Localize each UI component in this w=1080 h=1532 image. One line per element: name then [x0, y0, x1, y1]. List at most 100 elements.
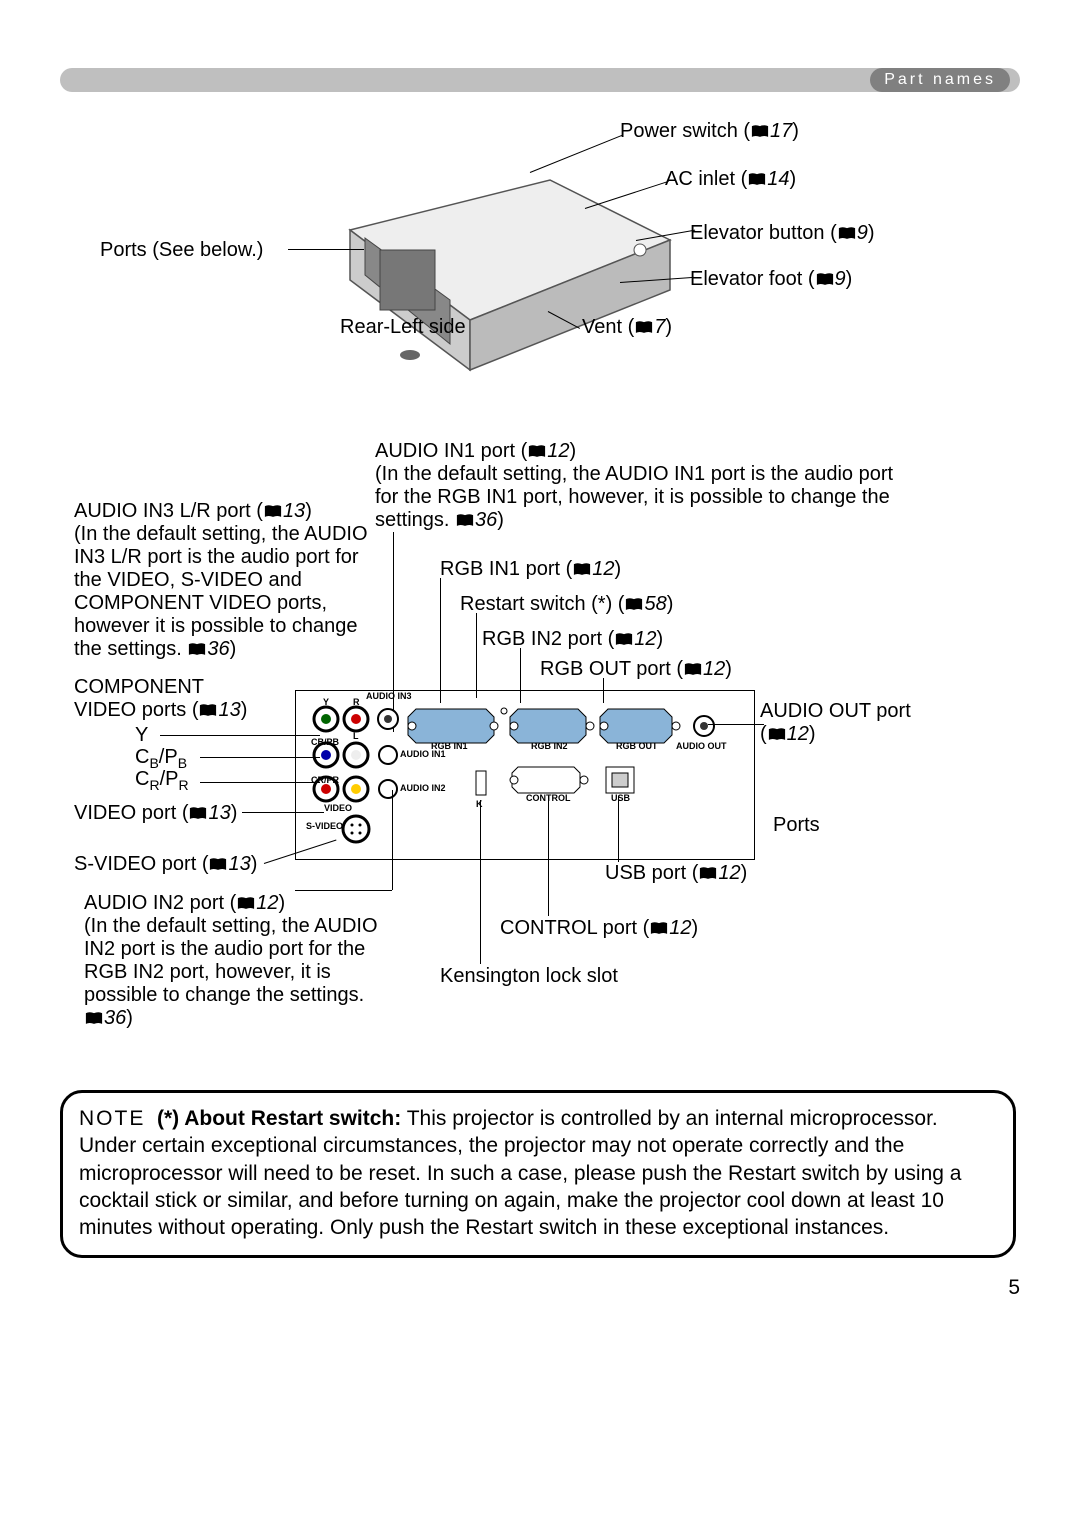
callout-kensington: Kensington lock slot	[440, 965, 618, 988]
book-icon	[456, 511, 474, 526]
callout-label: S-VIDEO port	[74, 853, 196, 875]
callout-label: VIDEO port	[74, 802, 176, 824]
book-icon	[751, 122, 769, 137]
book-icon	[699, 864, 717, 879]
page-number: 5	[1008, 1276, 1020, 1300]
panel-label-usb: USB	[611, 793, 630, 803]
callout-component-crpr: CR/PR	[135, 768, 189, 793]
callout-control-port: CONTROL port (12)	[500, 917, 698, 940]
callout-label: Vent	[582, 316, 622, 338]
callout-label: USB port	[605, 862, 686, 884]
callout-extra: (In the default setting, the AUDIO IN2 p…	[84, 915, 378, 1006]
callout-label: RGB IN2 port	[482, 628, 602, 650]
book-icon	[528, 442, 546, 457]
panel-label-audio-in1: AUDIO IN1	[400, 749, 446, 759]
callout-label: RGB OUT port	[540, 658, 671, 680]
page-ref: 13	[208, 802, 230, 824]
desc-audio-in1: AUDIO IN1 port (12) (In the default sett…	[375, 440, 915, 532]
callout-label: AUDIO IN3 L/R port	[74, 500, 251, 522]
caption-rear-left: Rear-Left side	[340, 316, 466, 339]
panel-label-cbpb: CB/PB	[311, 737, 339, 747]
page-ref: 12	[703, 658, 725, 680]
ports-panel: AUDIO IN3 Y R L CB/PB CR/PR RGB IN1 RGB …	[295, 690, 755, 860]
callout-label: Elevator foot	[690, 268, 802, 290]
callout-label: AC inlet	[665, 168, 735, 190]
close-paren: )	[230, 638, 237, 660]
callout-rgb-in2: RGB IN2 port (12)	[482, 628, 663, 651]
book-icon	[615, 630, 633, 645]
callout-ac-inlet: AC inlet (14)	[665, 168, 796, 191]
callout-ports-caption: Ports	[773, 814, 820, 837]
projector-illustration	[340, 150, 680, 380]
callout-component-y: Y	[135, 724, 148, 747]
callout-elevator-foot: Elevator foot (9)	[690, 268, 852, 291]
callout-elevator-button: Elevator button (9)	[690, 222, 875, 245]
callout-label: Power switch	[620, 120, 738, 142]
panel-label-rgb-out: RGB OUT	[616, 741, 658, 751]
book-icon	[237, 894, 255, 909]
panel-label-audio-in3: AUDIO IN3	[366, 691, 412, 701]
desc-audio-in2: AUDIO IN2 port (12) (In the default sett…	[84, 892, 394, 1030]
page-ref: 36	[475, 509, 497, 531]
callout-label: RGB IN1 port	[440, 558, 560, 580]
book-icon	[748, 170, 766, 185]
book-icon	[650, 919, 668, 934]
callout-restart-switch: Restart switch (*) (58)	[460, 593, 673, 616]
callout-svideo-port: S-VIDEO port (13)	[74, 853, 257, 876]
page-ref: 12	[634, 628, 656, 650]
panel-label-y: Y	[323, 697, 329, 707]
page-ref: 12	[718, 862, 740, 884]
page-ref: 14	[767, 168, 789, 190]
panel-label-l: L	[353, 731, 359, 741]
book-icon	[573, 560, 591, 575]
callout-vent: Vent (7)	[582, 316, 672, 339]
panel-label-r: R	[353, 697, 360, 707]
page-ref: 36	[104, 1007, 126, 1029]
callout-ports-see-below: Ports (See below.)	[100, 239, 263, 262]
callout-label: Restart switch (*)	[460, 593, 612, 615]
callout-rgb-in1: RGB IN1 port (12)	[440, 558, 621, 581]
book-icon	[189, 804, 207, 819]
page-ref: 12	[669, 917, 691, 939]
page-ref: 17	[770, 120, 792, 142]
note-bold: (*) About Restart switch:	[157, 1107, 401, 1130]
callout-label: Elevator button	[690, 222, 825, 244]
panel-label-crpr: CR/PR	[311, 775, 339, 785]
book-icon	[635, 318, 653, 333]
callout-label: AUDIO IN2 port	[84, 892, 224, 914]
callout-usb-port: USB port (12)	[605, 862, 747, 885]
note-box: NOTE (*) About Restart switch: This proj…	[60, 1090, 1016, 1258]
page-ref: 7	[654, 316, 665, 338]
callout-label: AUDIO IN1 port	[375, 440, 515, 462]
page-ref: 13	[228, 853, 250, 875]
page-ref: 12	[592, 558, 614, 580]
close-paren: )	[497, 509, 504, 531]
callout-extra: (In the default setting, the AUDIO IN1 p…	[375, 463, 893, 531]
page-ref: 9	[857, 222, 868, 244]
panel-label-audio-out: AUDIO OUT	[676, 741, 727, 751]
book-icon	[209, 855, 227, 870]
book-icon	[684, 660, 702, 675]
book-icon	[264, 502, 282, 517]
book-icon	[768, 725, 786, 740]
book-icon	[625, 595, 643, 610]
panel-label-rgb-in2: RGB IN2	[531, 741, 568, 751]
callout-power-switch: Power switch (17)	[620, 120, 799, 143]
page-ref: 12	[256, 892, 278, 914]
note-lead: NOTE	[79, 1107, 145, 1130]
book-icon	[816, 270, 834, 285]
callout-label: CONTROL port	[500, 917, 637, 939]
page-ref: 13	[218, 699, 240, 721]
page-ref: 12	[547, 440, 569, 462]
panel-label-video: VIDEO	[324, 803, 352, 813]
book-icon	[188, 640, 206, 655]
book-icon	[838, 224, 856, 239]
page-ref: 13	[283, 500, 305, 522]
callout-component: COMPONENTVIDEO ports (13)	[74, 676, 247, 722]
section-tag: Part names	[870, 68, 1010, 92]
callout-label: AUDIO OUT port	[760, 700, 911, 722]
page-ref: 58	[644, 593, 666, 615]
callout-audio-out: AUDIO OUT port (12)	[760, 700, 911, 746]
callout-rgb-out: RGB OUT port (12)	[540, 658, 732, 681]
callout-video-port: VIDEO port (13)	[74, 802, 237, 825]
